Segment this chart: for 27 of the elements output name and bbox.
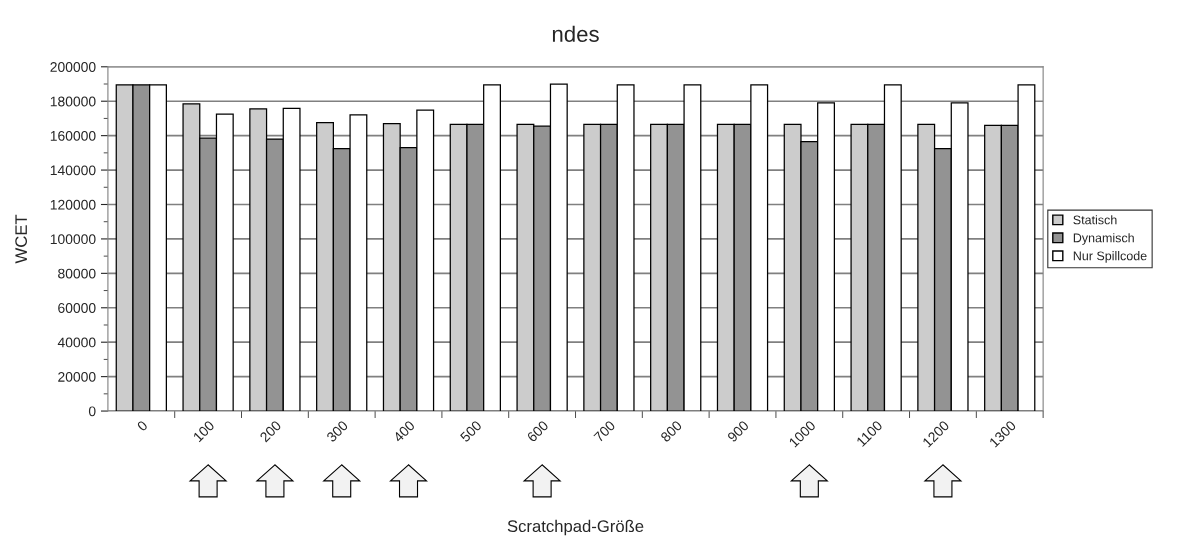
legend-label: Dynamisch (1073, 233, 1134, 245)
y-tick-label: 100000 (50, 234, 96, 245)
x-tick-label: 100 (192, 420, 215, 443)
x-tick-label: 300 (325, 420, 349, 443)
x-axis-title: Scratchpad-Größe (507, 519, 644, 536)
x-tick-label: 200 (259, 420, 282, 443)
x-tick-label: 500 (459, 420, 483, 443)
y-tick-label: 180000 (50, 96, 96, 107)
y-tick-label: 140000 (50, 165, 96, 176)
legend-label: Nur Spillcode (1073, 251, 1147, 263)
x-tick-label: 700 (593, 420, 616, 443)
chart-title: ndes (552, 25, 599, 43)
y-axis-title: WCET (15, 214, 28, 264)
x-tick-label: 400 (392, 420, 416, 443)
y-tick-label: 80000 (58, 268, 96, 279)
x-tick-label: 800 (660, 420, 683, 443)
y-tick-label: 60000 (58, 303, 96, 313)
x-tick-label: 0 (136, 420, 149, 432)
x-tick-label: 600 (526, 420, 549, 443)
x-tick-label: 900 (726, 420, 750, 443)
y-tick-label: 0 (88, 406, 96, 417)
y-tick-label: 20000 (58, 371, 96, 382)
y-tick-label: 160000 (50, 130, 96, 141)
y-tick-label: 40000 (57, 337, 96, 348)
y-tick-label: 200000 (50, 62, 96, 72)
y-tick-label: 120000 (50, 199, 96, 210)
legend-label: Statisch (1073, 215, 1117, 225)
